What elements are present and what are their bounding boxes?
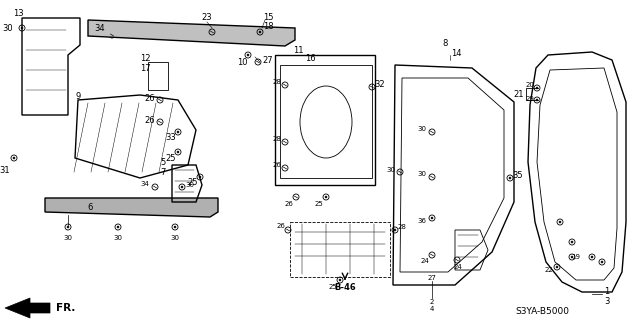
Circle shape — [394, 229, 396, 231]
Text: 21: 21 — [514, 90, 524, 99]
Circle shape — [509, 177, 511, 179]
Text: 6: 6 — [87, 203, 93, 212]
Text: 4: 4 — [430, 306, 434, 312]
Text: 27: 27 — [262, 55, 273, 65]
Text: 30: 30 — [3, 23, 13, 33]
Text: 32: 32 — [374, 79, 385, 89]
Text: 2: 2 — [430, 299, 434, 305]
Circle shape — [601, 261, 603, 263]
Text: 14: 14 — [451, 49, 461, 58]
Text: 30: 30 — [113, 235, 122, 241]
Text: 26: 26 — [145, 93, 156, 102]
Text: 28: 28 — [273, 136, 282, 142]
Text: 18: 18 — [262, 21, 273, 30]
Text: 25: 25 — [328, 284, 337, 290]
Text: 17: 17 — [140, 63, 150, 73]
Circle shape — [325, 196, 327, 198]
Text: 20: 20 — [525, 82, 534, 88]
Text: S3YA-B5000: S3YA-B5000 — [515, 307, 569, 316]
Bar — [275, 55, 375, 185]
Circle shape — [431, 217, 433, 219]
Text: 26: 26 — [276, 223, 285, 229]
Text: 15: 15 — [263, 12, 273, 21]
Text: 12: 12 — [140, 53, 150, 62]
Circle shape — [536, 99, 538, 101]
Text: 30: 30 — [170, 235, 179, 241]
Text: B-46: B-46 — [334, 283, 356, 292]
Polygon shape — [88, 20, 295, 46]
Text: 30: 30 — [387, 167, 396, 173]
Text: 8: 8 — [442, 38, 448, 47]
Circle shape — [21, 27, 23, 29]
Circle shape — [181, 186, 183, 188]
Text: 24: 24 — [420, 258, 429, 264]
Circle shape — [536, 87, 538, 89]
Text: 1: 1 — [604, 287, 610, 297]
Polygon shape — [5, 298, 50, 318]
Text: 26: 26 — [145, 116, 156, 124]
Text: 13: 13 — [13, 9, 23, 18]
Text: 19: 19 — [572, 254, 580, 260]
Text: 25: 25 — [315, 201, 323, 207]
Circle shape — [13, 157, 15, 159]
Text: 30: 30 — [417, 126, 426, 132]
Text: 22: 22 — [545, 267, 554, 273]
Text: 30: 30 — [186, 182, 195, 188]
Text: 26: 26 — [285, 201, 293, 207]
Text: 29: 29 — [525, 96, 534, 102]
Text: 9: 9 — [76, 92, 81, 100]
Text: 11: 11 — [292, 45, 303, 54]
Polygon shape — [45, 198, 218, 217]
Circle shape — [177, 151, 179, 153]
Text: 24: 24 — [454, 264, 462, 270]
Text: 35: 35 — [513, 171, 524, 180]
Text: 26: 26 — [273, 162, 282, 168]
Text: 3: 3 — [604, 298, 610, 307]
Text: 31: 31 — [0, 165, 10, 174]
Text: 7: 7 — [160, 167, 166, 177]
Circle shape — [67, 226, 69, 228]
Bar — [290, 222, 390, 277]
Text: 28: 28 — [273, 79, 282, 85]
Text: 16: 16 — [305, 53, 316, 62]
Text: 25: 25 — [166, 154, 176, 163]
Text: 5: 5 — [161, 157, 166, 166]
Circle shape — [117, 226, 119, 228]
Text: 23: 23 — [202, 12, 212, 21]
Circle shape — [559, 221, 561, 223]
Circle shape — [339, 279, 341, 281]
Text: 36: 36 — [417, 218, 426, 224]
Circle shape — [177, 131, 179, 133]
Circle shape — [174, 226, 176, 228]
Text: 34: 34 — [141, 181, 149, 187]
Text: 33: 33 — [166, 132, 177, 141]
Text: 34: 34 — [95, 23, 106, 33]
Circle shape — [259, 31, 261, 33]
Text: 10: 10 — [237, 58, 247, 67]
Text: 27: 27 — [428, 275, 436, 281]
Circle shape — [571, 256, 573, 258]
Circle shape — [247, 54, 249, 56]
Text: 25: 25 — [188, 178, 198, 187]
Circle shape — [591, 256, 593, 258]
Text: FR.: FR. — [56, 303, 76, 313]
Circle shape — [199, 176, 201, 178]
Text: 30: 30 — [417, 171, 426, 177]
Circle shape — [571, 241, 573, 243]
Circle shape — [556, 266, 558, 268]
Text: 28: 28 — [397, 224, 406, 230]
Text: 30: 30 — [63, 235, 72, 241]
